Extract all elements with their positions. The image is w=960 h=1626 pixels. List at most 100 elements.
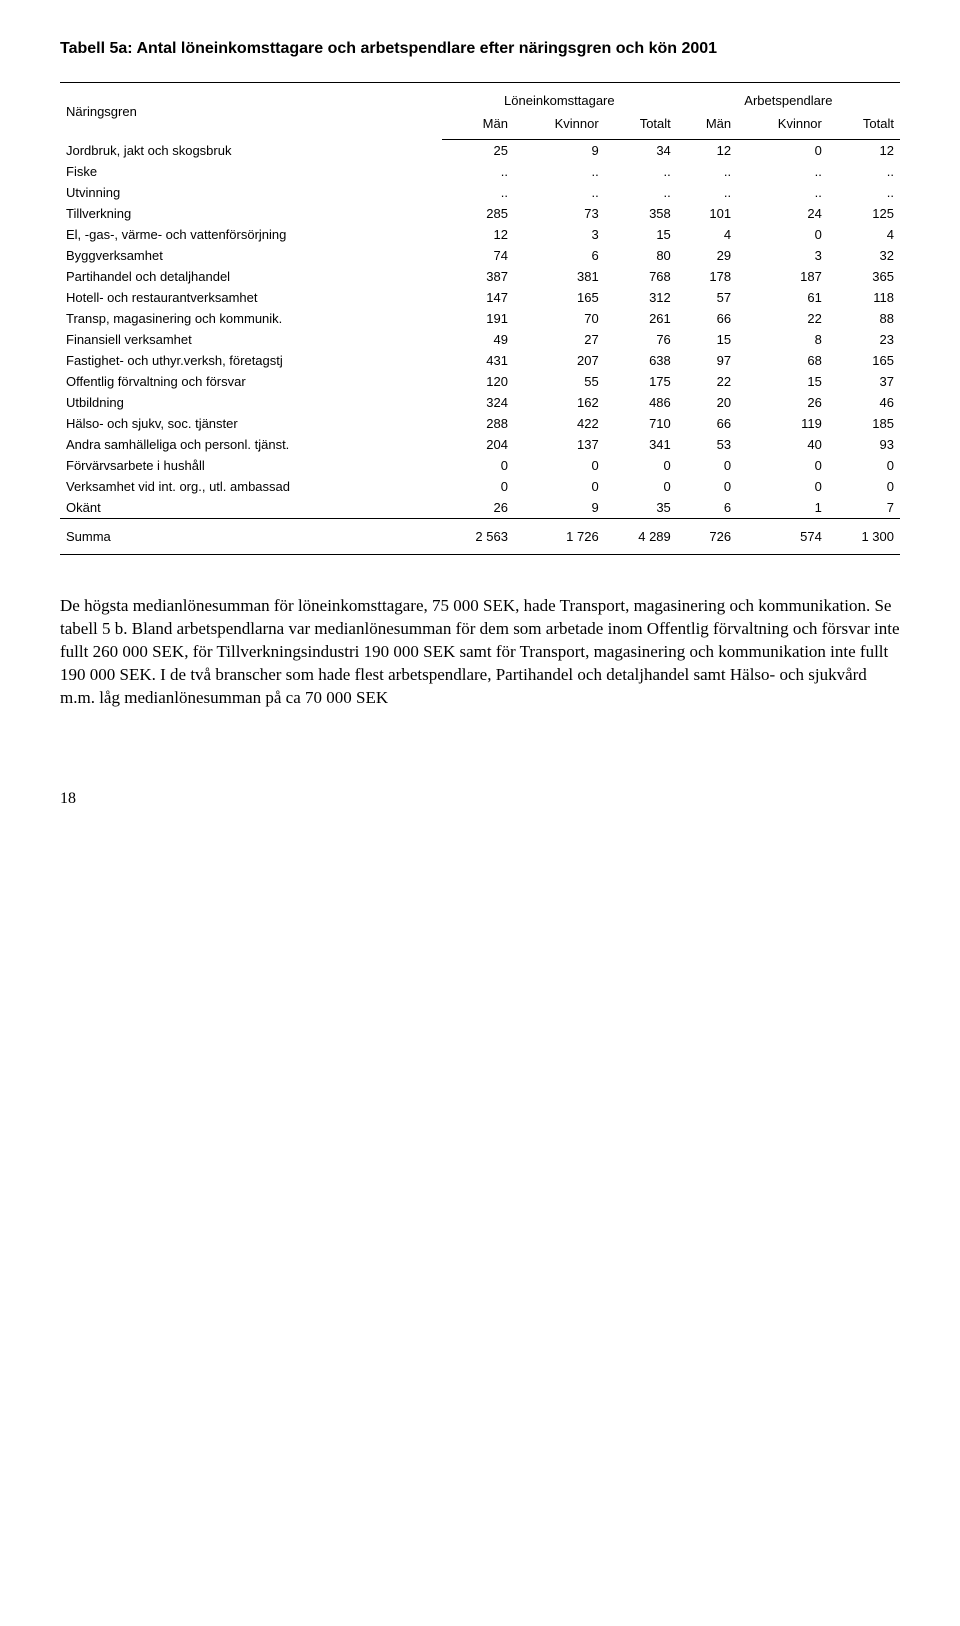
cell: ..	[605, 182, 677, 203]
cell: 187	[737, 266, 828, 287]
cell: 15	[737, 371, 828, 392]
table-row: Andra samhälleliga och personl. tjänst.2…	[60, 434, 900, 455]
cell: 207	[514, 350, 605, 371]
cell: 175	[605, 371, 677, 392]
cell: 12	[442, 224, 514, 245]
cell: 137	[514, 434, 605, 455]
cell: 0	[737, 476, 828, 497]
row-label: El, -gas-, värme- och vattenförsörjning	[60, 224, 442, 245]
cell: 24	[737, 203, 828, 224]
cell: 422	[514, 413, 605, 434]
cell: ..	[828, 161, 900, 182]
page-number: 18	[60, 790, 900, 808]
cell: 68	[737, 350, 828, 371]
cell: 710	[605, 413, 677, 434]
col-sub-0: Män	[442, 112, 514, 140]
cell: 204	[442, 434, 514, 455]
cell: 118	[828, 287, 900, 308]
cell: 101	[677, 203, 737, 224]
cell: 6	[514, 245, 605, 266]
cell: 165	[514, 287, 605, 308]
row-label: Fastighet- och uthyr.verksh, företagstj	[60, 350, 442, 371]
cell: 70	[514, 308, 605, 329]
cell: 35	[605, 497, 677, 519]
cell: 34	[605, 140, 677, 162]
cell: 381	[514, 266, 605, 287]
cell: 3	[514, 224, 605, 245]
cell: 88	[828, 308, 900, 329]
cell: 324	[442, 392, 514, 413]
col-sub-5: Totalt	[828, 112, 900, 140]
table-row: Offentlig förvaltning och försvar1205517…	[60, 371, 900, 392]
cell: 431	[442, 350, 514, 371]
cell: 12	[828, 140, 900, 162]
row-label: Fiske	[60, 161, 442, 182]
row-label: Förvärvsarbete i hushåll	[60, 455, 442, 476]
table-row: Utbildning324162486202646	[60, 392, 900, 413]
cell: ..	[605, 161, 677, 182]
row-label: Andra samhälleliga och personl. tjänst.	[60, 434, 442, 455]
col-sub-4: Kvinnor	[737, 112, 828, 140]
cell: 4	[828, 224, 900, 245]
cell: 15	[605, 224, 677, 245]
table-title: Tabell 5a: Antal löneinkomsttagare och a…	[60, 40, 900, 58]
cell: ..	[737, 161, 828, 182]
cell: 26	[737, 392, 828, 413]
cell: 27	[514, 329, 605, 350]
cell: 15	[677, 329, 737, 350]
cell: 0	[605, 455, 677, 476]
cell: 125	[828, 203, 900, 224]
cell: 191	[442, 308, 514, 329]
cell: 57	[677, 287, 737, 308]
table-row: Verksamhet vid int. org., utl. ambassad0…	[60, 476, 900, 497]
cell: 25	[442, 140, 514, 162]
col-group-2: Arbetspendlare	[677, 83, 900, 113]
cell: 178	[677, 266, 737, 287]
cell: 32	[828, 245, 900, 266]
cell: 0	[442, 455, 514, 476]
cell: 80	[605, 245, 677, 266]
cell: 0	[737, 455, 828, 476]
cell: 162	[514, 392, 605, 413]
cell: 0	[828, 476, 900, 497]
sum-row: Summa2 5631 7264 2897265741 300	[60, 519, 900, 555]
cell: 55	[514, 371, 605, 392]
row-label: Jordbruk, jakt och skogsbruk	[60, 140, 442, 162]
cell: 119	[737, 413, 828, 434]
cell: 7	[828, 497, 900, 519]
cell: ..	[514, 161, 605, 182]
data-table: Näringsgren Löneinkomsttagare Arbetspend…	[60, 82, 900, 555]
cell: 74	[442, 245, 514, 266]
table-row: Utvinning............	[60, 182, 900, 203]
cell: 358	[605, 203, 677, 224]
row-label: Byggverksamhet	[60, 245, 442, 266]
cell: 0	[677, 476, 737, 497]
cell: 341	[605, 434, 677, 455]
col-sub-1: Kvinnor	[514, 112, 605, 140]
table-row: Finansiell verksamhet49277615823	[60, 329, 900, 350]
sum-cell: 1 726	[514, 519, 605, 555]
cell: 185	[828, 413, 900, 434]
cell: 20	[677, 392, 737, 413]
cell: ..	[828, 182, 900, 203]
table-row: Förvärvsarbete i hushåll000000	[60, 455, 900, 476]
cell: 8	[737, 329, 828, 350]
cell: 22	[737, 308, 828, 329]
table-row: Jordbruk, jakt och skogsbruk2593412012	[60, 140, 900, 162]
cell: 46	[828, 392, 900, 413]
table-row: Transp, magasinering och kommunik.191702…	[60, 308, 900, 329]
row-label: Hotell- och restaurantverksamhet	[60, 287, 442, 308]
sum-cell: 1 300	[828, 519, 900, 555]
table-row: El, -gas-, värme- och vattenförsörjning1…	[60, 224, 900, 245]
row-label: Hälso- och sjukv, soc. tjänster	[60, 413, 442, 434]
cell: 0	[737, 140, 828, 162]
table-row: Hotell- och restaurantverksamhet14716531…	[60, 287, 900, 308]
sum-cell: 726	[677, 519, 737, 555]
table-row: Fiske............	[60, 161, 900, 182]
cell: 638	[605, 350, 677, 371]
cell: 73	[514, 203, 605, 224]
cell: 93	[828, 434, 900, 455]
cell: 3	[737, 245, 828, 266]
cell: 0	[514, 455, 605, 476]
cell: 29	[677, 245, 737, 266]
